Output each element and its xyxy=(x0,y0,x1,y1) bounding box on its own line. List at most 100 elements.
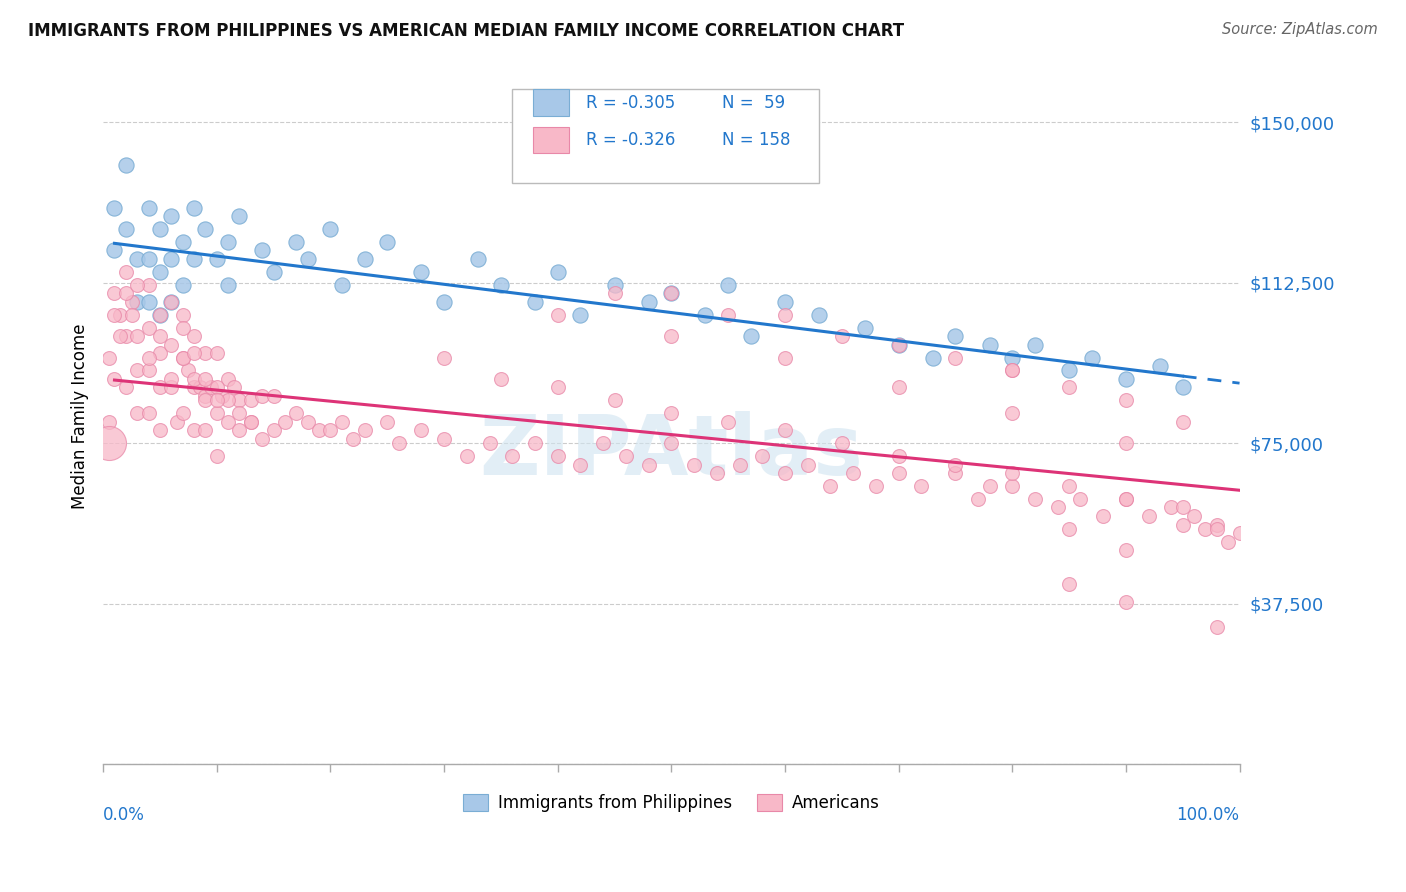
Point xyxy=(97,415,120,429)
Point xyxy=(1171,500,1194,515)
Point xyxy=(274,415,297,429)
Point xyxy=(592,436,614,450)
Point xyxy=(183,252,205,266)
Point xyxy=(820,479,842,493)
Point xyxy=(188,380,211,394)
Point xyxy=(979,479,1001,493)
Point xyxy=(115,286,138,301)
Point xyxy=(831,329,853,343)
Point xyxy=(728,458,751,472)
Point xyxy=(263,265,285,279)
Point xyxy=(945,466,967,480)
Point xyxy=(149,329,172,343)
Point xyxy=(127,406,149,420)
Point xyxy=(1057,522,1080,536)
Point xyxy=(172,320,194,334)
Point xyxy=(172,351,194,365)
Point xyxy=(1149,359,1171,373)
Point xyxy=(887,466,910,480)
Point xyxy=(108,308,131,322)
Point xyxy=(194,372,217,386)
Point xyxy=(205,380,228,394)
Point xyxy=(865,479,887,493)
Point xyxy=(149,265,172,279)
Point xyxy=(773,294,796,309)
Point xyxy=(1115,491,1137,506)
Point xyxy=(138,406,160,420)
Point xyxy=(205,393,228,408)
Point xyxy=(183,372,205,386)
Point xyxy=(252,244,274,258)
Point xyxy=(773,466,796,480)
Point xyxy=(172,308,194,322)
Point xyxy=(222,380,245,394)
Point xyxy=(239,415,262,429)
Point xyxy=(1001,363,1024,377)
Point xyxy=(149,346,172,360)
Point xyxy=(183,329,205,343)
Point xyxy=(103,286,125,301)
Point xyxy=(887,337,910,351)
Point xyxy=(1115,594,1137,608)
Point xyxy=(149,308,172,322)
Point xyxy=(103,201,125,215)
Point xyxy=(1115,393,1137,408)
Point xyxy=(194,389,217,403)
Point xyxy=(285,235,308,249)
Point xyxy=(103,244,125,258)
Point xyxy=(603,277,626,292)
Point xyxy=(945,329,967,343)
Point xyxy=(773,423,796,437)
Point xyxy=(1081,351,1104,365)
Point xyxy=(842,466,865,480)
Point xyxy=(217,277,239,292)
Point xyxy=(228,423,250,437)
Point xyxy=(183,346,205,360)
Point xyxy=(1182,508,1205,523)
Point xyxy=(138,294,160,309)
Point xyxy=(808,308,831,322)
Point xyxy=(194,393,217,408)
Point xyxy=(138,201,160,215)
Point xyxy=(717,308,740,322)
Point xyxy=(614,449,637,463)
Point xyxy=(103,308,125,322)
Point xyxy=(637,294,659,309)
Text: ZIPAtlas: ZIPAtlas xyxy=(479,410,863,491)
Point xyxy=(138,363,160,377)
Point xyxy=(1171,380,1194,394)
Point xyxy=(228,406,250,420)
Point xyxy=(319,222,342,236)
Point xyxy=(342,432,364,446)
Point xyxy=(523,294,546,309)
Point xyxy=(217,393,239,408)
Point xyxy=(489,277,512,292)
Point xyxy=(751,449,773,463)
Point xyxy=(353,423,375,437)
Point xyxy=(115,222,138,236)
Point xyxy=(217,372,239,386)
Point xyxy=(683,458,706,472)
Point xyxy=(659,286,682,301)
Point xyxy=(319,423,342,437)
Point xyxy=(205,346,228,360)
Point xyxy=(945,458,967,472)
Point xyxy=(172,277,194,292)
Point xyxy=(183,423,205,437)
Point xyxy=(205,449,228,463)
Point xyxy=(921,351,943,365)
Point xyxy=(121,308,143,322)
Point xyxy=(659,436,682,450)
Point xyxy=(1024,337,1046,351)
Point xyxy=(637,458,659,472)
Point xyxy=(194,346,217,360)
Point xyxy=(108,329,131,343)
Point xyxy=(433,432,456,446)
Point xyxy=(1160,500,1182,515)
Point xyxy=(887,449,910,463)
Point xyxy=(1171,415,1194,429)
Point xyxy=(547,449,569,463)
Point xyxy=(387,436,409,450)
Point xyxy=(1057,577,1080,591)
Point xyxy=(1115,543,1137,558)
